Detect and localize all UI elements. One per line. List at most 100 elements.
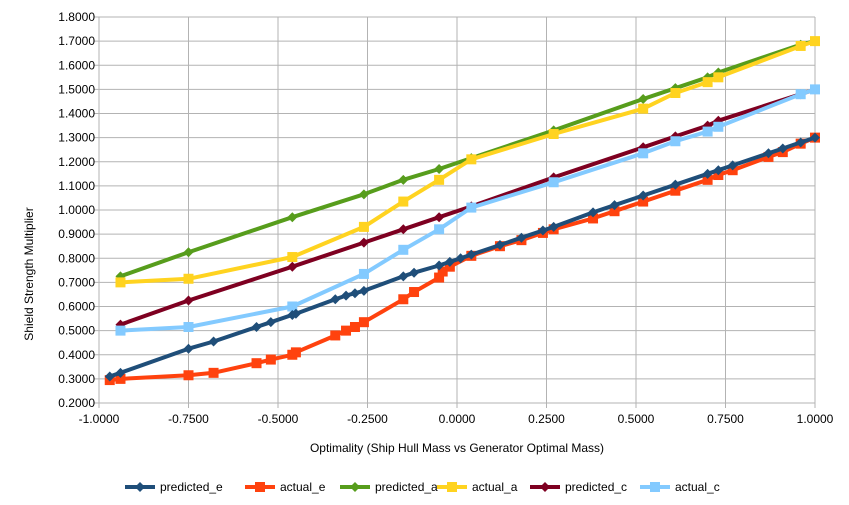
data-point (104, 371, 115, 382)
data-point (115, 367, 126, 378)
y-tick-label: 0.7000 (58, 275, 95, 289)
y-tick-label: 1.6000 (58, 58, 95, 72)
y-tick-label: 0.8000 (58, 251, 95, 265)
series-actual-a (115, 36, 820, 288)
legend-item-actual-e: actual_e (245, 480, 326, 494)
data-point (434, 272, 445, 283)
legend: predicted_e actual_e predicted_a actual_a pr… (125, 480, 720, 494)
y-axis-title: Shield Strength Multiplier (22, 207, 36, 340)
data-point (466, 154, 477, 165)
data-point (398, 244, 409, 255)
y-tick-label: 1.7000 (58, 34, 95, 48)
data-point (638, 94, 649, 105)
data-point (437, 266, 448, 277)
legend-marker (650, 482, 660, 492)
data-point (115, 277, 126, 288)
data-point (702, 77, 713, 88)
data-point (713, 165, 724, 176)
data-point (208, 336, 219, 347)
data-point (358, 285, 369, 296)
data-point (341, 325, 352, 336)
data-point (713, 121, 724, 132)
y-tick-label: 0.5000 (58, 324, 95, 338)
data-point (670, 185, 681, 196)
data-point (208, 367, 219, 378)
data-point (638, 196, 649, 207)
legend-item-predicted-c: predicted_c (530, 480, 627, 494)
data-point (702, 168, 713, 179)
data-point (290, 308, 301, 319)
data-point (670, 179, 681, 190)
y-tick-label: 1.2000 (58, 155, 95, 169)
y-tick-label: 0.4000 (58, 348, 95, 362)
data-point (330, 294, 341, 305)
data-point (434, 212, 445, 223)
series-predicted-e (104, 132, 820, 382)
data-point (516, 232, 527, 243)
series-actual-c (115, 84, 820, 336)
data-point (638, 103, 649, 114)
data-point (795, 40, 806, 51)
y-tick-label: 1.5000 (58, 82, 95, 96)
legend-marker (350, 482, 360, 492)
data-point (409, 287, 420, 298)
y-tick-label: 1.8000 (58, 10, 95, 24)
y-axis-ticks: 0.2000 0.3000 0.4000 0.5000 0.6000 0.7000 0.80… (58, 10, 95, 410)
data-point (609, 200, 620, 211)
data-point (398, 196, 409, 207)
data-point (434, 260, 445, 271)
data-point (358, 221, 369, 232)
y-tick-label: 1.0000 (58, 203, 95, 217)
x-tick-label: 1.0000 (797, 412, 834, 426)
series-layer (104, 36, 820, 386)
legend-item-predicted-a: predicted_a (340, 480, 438, 494)
x-tick-label: -0.7500 (168, 412, 209, 426)
data-point (713, 72, 724, 83)
data-point (777, 143, 788, 154)
data-point (670, 87, 681, 98)
data-point (265, 317, 276, 328)
data-point (455, 253, 466, 264)
data-point (810, 84, 820, 95)
legend-label: actual_a (472, 480, 518, 494)
x-tick-label: -0.5000 (258, 412, 299, 426)
data-point (115, 325, 126, 336)
data-point (434, 224, 445, 235)
legend-item-predicted-e: predicted_e (125, 480, 223, 494)
data-point (251, 358, 262, 369)
legend-marker (447, 482, 457, 492)
x-tick-label: -0.2500 (347, 412, 388, 426)
x-tick-label: 0.2500 (528, 412, 565, 426)
data-point (183, 247, 194, 258)
data-point (183, 295, 194, 306)
data-point (638, 148, 649, 159)
y-tick-label: 0.9000 (58, 227, 95, 241)
data-point (548, 221, 559, 232)
x-axis-title: Optimality (Ship Hull Mass vs Generator … (310, 441, 604, 455)
x-tick-label: 0.5000 (618, 412, 655, 426)
data-point (670, 136, 681, 147)
data-point (548, 177, 559, 188)
y-tick-label: 1.3000 (58, 131, 95, 145)
data-point (290, 347, 301, 358)
data-point (810, 132, 820, 143)
data-point (358, 237, 369, 248)
data-point (183, 273, 194, 284)
y-tick-label: 0.2000 (58, 396, 95, 410)
data-point (588, 213, 599, 224)
data-point (548, 129, 559, 140)
data-point (434, 163, 445, 174)
data-point (638, 190, 649, 201)
y-tick-label: 1.4000 (58, 107, 95, 121)
data-point (115, 373, 126, 384)
legend-marker (255, 482, 265, 492)
data-point (330, 330, 341, 341)
y-tick-label: 0.3000 (58, 372, 95, 386)
data-point (702, 126, 713, 137)
data-point (349, 322, 360, 333)
x-axis-ticks: -1.0000 -0.7500 -0.5000 -0.2500 0.0000 0.2500… (79, 412, 834, 426)
y-tick-label: 1.1000 (58, 179, 95, 193)
data-point (398, 294, 409, 305)
data-point (358, 317, 369, 328)
